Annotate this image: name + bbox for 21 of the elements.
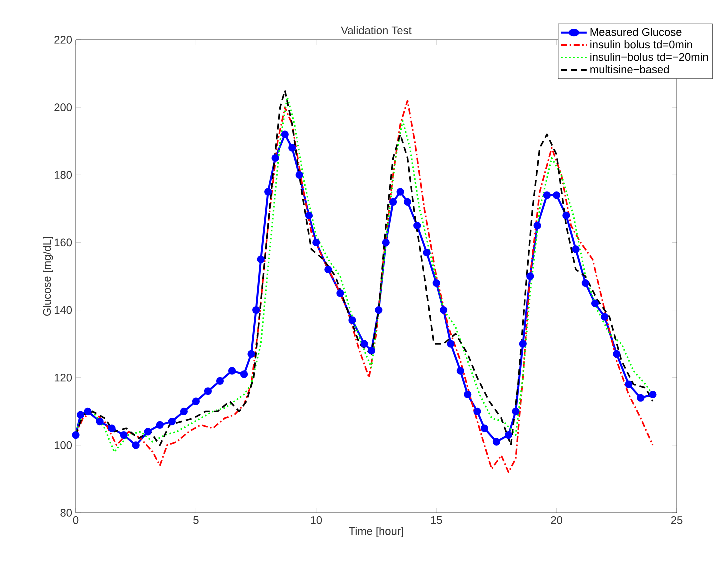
y-tick-label: 140: [54, 306, 72, 314]
x-tick-label: 10: [311, 516, 322, 524]
y-tick-label: 180: [54, 171, 72, 180]
x-tick-label: 15: [431, 516, 442, 524]
x-axis-title: Time [hour]: [349, 527, 404, 538]
legend-label: Measured Glucose: [590, 28, 682, 36]
y-tick-label: 100: [54, 442, 72, 450]
legend-label: multisine−based: [590, 65, 669, 74]
y-tick-label: 220: [54, 36, 72, 44]
y-tick-label: 160: [54, 238, 72, 247]
legend-label: insulin−bolus td=−20min: [590, 53, 708, 62]
x-tick-label: 5: [194, 516, 199, 524]
chart-title: Validation Test: [341, 26, 412, 34]
y-tick-label: 200: [54, 104, 72, 112]
y-axis-title: Glucose [mg/dL]: [43, 237, 54, 316]
y-tick-label: 80: [60, 509, 72, 517]
x-tick-label: 0: [73, 516, 79, 524]
legend-label: insulin bolus td=0min: [590, 40, 692, 49]
y-tick-label: 120: [54, 374, 72, 382]
x-tick-label: 25: [671, 516, 683, 524]
x-tick-label: 20: [551, 516, 562, 524]
